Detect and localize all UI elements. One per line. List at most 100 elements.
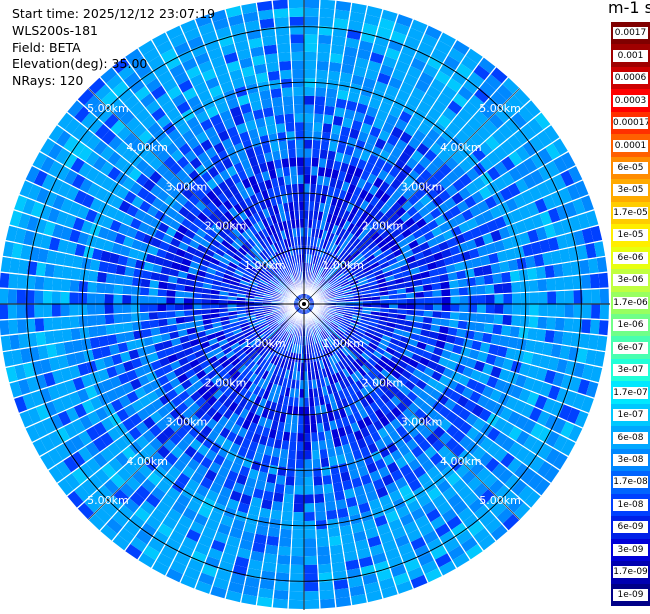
range-gate xyxy=(417,122,432,136)
range-gate xyxy=(277,283,286,291)
range-gate xyxy=(470,461,485,476)
range-gate xyxy=(31,232,44,248)
range-gate xyxy=(466,277,477,287)
range-gate xyxy=(266,362,274,372)
range-gate xyxy=(317,431,326,442)
range-gate xyxy=(273,105,284,116)
range-gate xyxy=(304,538,317,548)
range-gate xyxy=(258,397,267,408)
range-gate xyxy=(199,223,211,234)
range-gate xyxy=(390,126,404,139)
range-gate xyxy=(379,494,392,507)
range-gate xyxy=(362,518,376,531)
range-gate xyxy=(466,378,478,391)
range-gate xyxy=(251,274,261,282)
range-gate xyxy=(118,200,131,214)
range-gate xyxy=(461,536,478,553)
range-gate xyxy=(410,19,428,34)
range-gate xyxy=(52,278,62,291)
range-gate xyxy=(250,324,260,331)
range-gate xyxy=(334,381,342,392)
range-gate xyxy=(229,412,240,424)
range-gate xyxy=(310,423,318,433)
range-gate xyxy=(479,81,496,97)
range-gate xyxy=(224,177,235,189)
range-gate xyxy=(377,427,389,439)
range-gate xyxy=(242,139,253,151)
range-gate xyxy=(174,71,189,86)
range-gate xyxy=(263,553,278,564)
range-gate xyxy=(385,197,397,208)
range-gate xyxy=(283,350,289,360)
range-gate xyxy=(105,324,116,335)
range-gate xyxy=(342,210,351,221)
range-gate xyxy=(104,283,115,294)
range-gate xyxy=(286,237,292,248)
range-gate xyxy=(396,505,411,519)
range-gate xyxy=(318,440,327,450)
range-gate xyxy=(311,441,319,451)
range-gate xyxy=(288,599,304,609)
range-gate xyxy=(381,474,395,487)
range-gate xyxy=(101,129,117,145)
range-gate xyxy=(243,522,257,534)
range-gate xyxy=(298,183,304,193)
range-gate xyxy=(468,520,485,537)
range-gate xyxy=(188,182,200,194)
range-gate xyxy=(186,245,197,255)
range-gate xyxy=(241,367,251,377)
range-gate xyxy=(482,119,498,135)
range-gate xyxy=(267,527,280,538)
range-gate xyxy=(315,414,323,424)
range-gate xyxy=(454,213,466,226)
range-gate xyxy=(496,507,513,524)
range-gate xyxy=(323,376,331,387)
range-gate xyxy=(397,223,409,234)
range-gate xyxy=(342,479,353,491)
range-gate xyxy=(208,262,219,271)
range-gate xyxy=(368,342,378,351)
range-gate xyxy=(374,458,387,470)
range-gate xyxy=(291,60,304,70)
colorbar-tick-label: 0.0006 xyxy=(613,72,648,85)
range-gate xyxy=(186,273,197,281)
range-gate xyxy=(304,113,314,123)
range-gate xyxy=(334,291,344,296)
range-gate xyxy=(538,443,553,460)
range-gate xyxy=(589,319,600,335)
range-gate xyxy=(248,373,258,383)
range-gate xyxy=(142,233,154,245)
range-gate xyxy=(389,430,401,442)
range-gate xyxy=(318,202,326,213)
range-gate xyxy=(17,274,27,289)
range-gate xyxy=(220,81,234,93)
range-gate xyxy=(445,334,456,344)
range-gate xyxy=(310,254,315,264)
range-gate xyxy=(564,290,574,304)
range-gate xyxy=(262,208,271,219)
range-gate xyxy=(389,166,401,178)
range-gate xyxy=(186,116,200,130)
range-gate xyxy=(60,367,73,382)
range-gate xyxy=(369,401,380,413)
range-gate xyxy=(345,100,358,112)
range-gate xyxy=(286,131,296,141)
range-gate xyxy=(204,469,218,482)
range-gate xyxy=(325,231,332,241)
range-gate xyxy=(366,173,378,185)
range-gate xyxy=(119,110,135,126)
range-gate xyxy=(230,173,242,185)
range-gate xyxy=(415,218,427,229)
range-gate xyxy=(223,327,233,335)
range-gate xyxy=(223,397,234,409)
range-gate xyxy=(164,251,176,262)
range-gate xyxy=(219,308,228,313)
range-gate xyxy=(219,427,231,439)
range-gate xyxy=(102,240,115,252)
range-gate xyxy=(289,334,294,344)
range-gate xyxy=(185,279,195,287)
range-gate xyxy=(312,139,321,150)
range-gate xyxy=(286,193,293,203)
range-gate xyxy=(353,267,363,275)
range-gate xyxy=(448,545,465,561)
